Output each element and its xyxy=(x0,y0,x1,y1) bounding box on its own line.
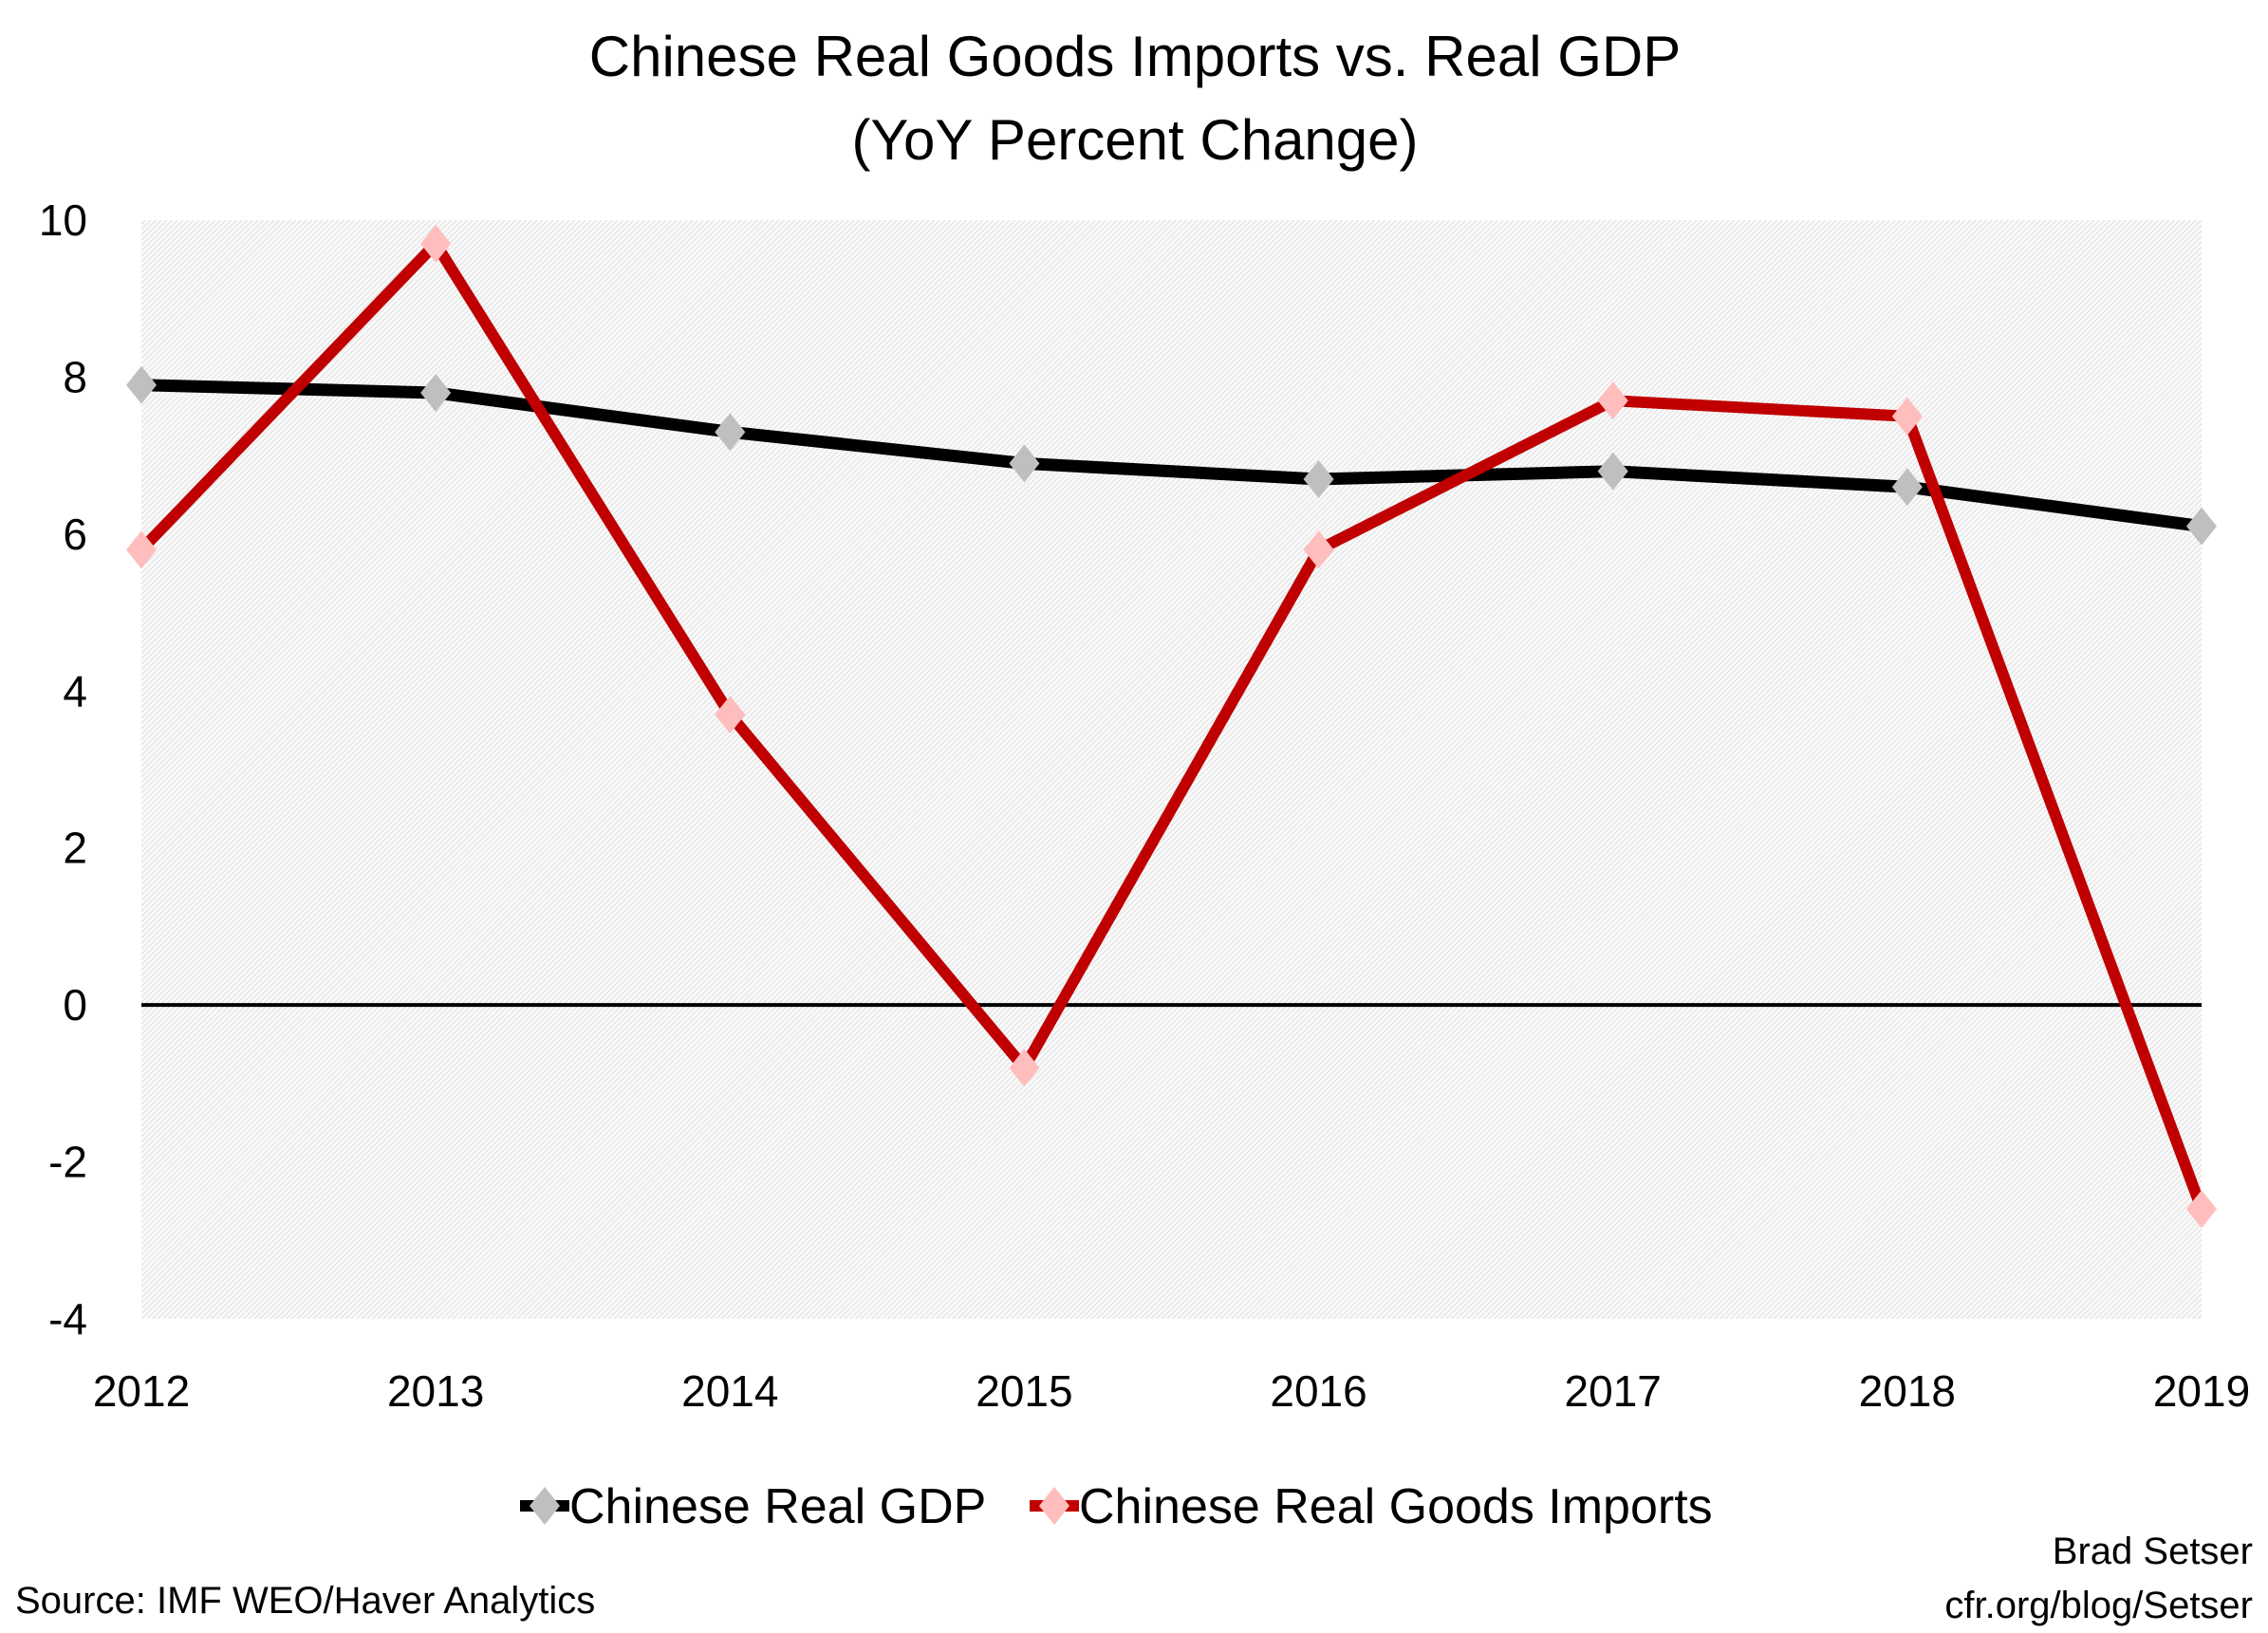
y-tick-label: 0 xyxy=(63,980,87,1030)
data-point-marker[interactable] xyxy=(1597,452,1628,491)
series-line xyxy=(137,237,2207,1212)
legend-item-imports[interactable]: Chinese Real Goods Imports xyxy=(1030,1479,1713,1534)
author-note: Brad Setser xyxy=(2053,1531,2253,1572)
data-point-marker[interactable] xyxy=(1303,530,1334,569)
data-point-marker[interactable] xyxy=(1597,381,1628,420)
legend-label-gdp: Chinese Real GDP xyxy=(569,1479,986,1534)
source-note: Source: IMF WEO/Haver Analytics xyxy=(15,1580,595,1622)
data-point-marker[interactable] xyxy=(715,413,746,452)
legend-diamond-icon xyxy=(530,1487,560,1525)
y-tick-label: 4 xyxy=(63,666,87,715)
data-point-marker[interactable] xyxy=(420,373,452,412)
legend: Chinese Real GDP Chinese Real Goods Impo… xyxy=(520,1479,1713,1534)
data-point-marker[interactable] xyxy=(126,530,157,569)
data-point-marker[interactable] xyxy=(1891,397,1923,436)
legend-diamond-icon xyxy=(1039,1487,1069,1525)
data-point-marker[interactable] xyxy=(126,365,157,404)
plot-area xyxy=(141,220,2202,1319)
legend-label-imports: Chinese Real Goods Imports xyxy=(1079,1479,1713,1534)
data-point-marker[interactable] xyxy=(1303,459,1334,498)
series-line xyxy=(140,379,2203,533)
series-layer xyxy=(126,224,2217,1229)
x-tick-label: 2014 xyxy=(681,1366,778,1416)
x-tick-label: 2019 xyxy=(2153,1366,2250,1416)
y-tick-label: 8 xyxy=(63,352,87,401)
data-point-marker[interactable] xyxy=(1891,468,1923,507)
data-point-marker[interactable] xyxy=(1009,1048,1040,1087)
y-tick-label: 10 xyxy=(39,195,87,245)
chart-title: Chinese Real Goods Imports vs. Real GDP xyxy=(589,25,1681,88)
data-point-marker[interactable] xyxy=(420,224,452,263)
legend-item-gdp[interactable]: Chinese Real GDP xyxy=(520,1479,986,1534)
y-axis-ticks: 10 8 6 4 2 0 -2 -4 xyxy=(39,195,87,1344)
x-tick-label: 2015 xyxy=(976,1366,1072,1416)
x-tick-label: 2016 xyxy=(1270,1366,1366,1416)
y-tick-label: -4 xyxy=(48,1294,87,1344)
data-point-marker[interactable] xyxy=(1009,444,1040,483)
y-tick-label: 2 xyxy=(63,824,87,873)
data-point-marker[interactable] xyxy=(2186,507,2217,546)
x-tick-label: 2017 xyxy=(1565,1366,1662,1416)
x-tick-label: 2013 xyxy=(387,1366,484,1416)
series-0 xyxy=(126,365,2217,546)
y-tick-label: 6 xyxy=(63,510,87,559)
data-point-marker[interactable] xyxy=(2186,1190,2217,1229)
data-point-marker[interactable] xyxy=(715,696,746,734)
series-1 xyxy=(126,224,2217,1229)
x-tick-label: 2018 xyxy=(1859,1366,1956,1416)
x-tick-label: 2012 xyxy=(93,1366,190,1416)
chart-subtitle: (YoY Percent Change) xyxy=(851,108,1418,172)
x-axis-ticks: 2012 2013 2014 2015 2016 2017 2018 2019 xyxy=(93,1366,2250,1416)
url-note[interactable]: cfr.org/blog/Setser xyxy=(1944,1585,2253,1626)
y-tick-label: -2 xyxy=(48,1138,87,1187)
